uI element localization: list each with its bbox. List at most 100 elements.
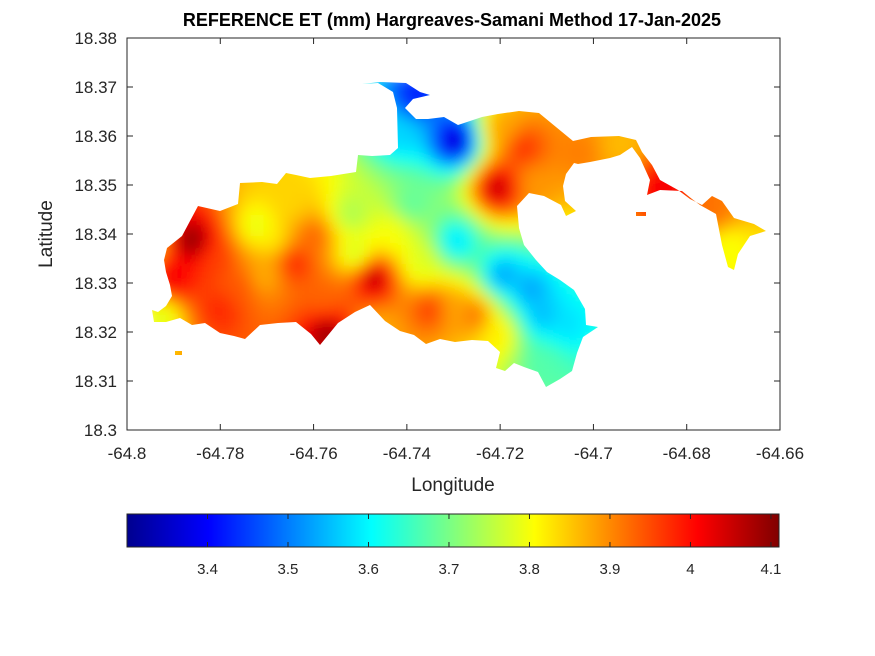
y-tick-label: 18.31 <box>74 372 117 391</box>
field-cell <box>201 292 209 300</box>
y-tick-label: 18.36 <box>74 127 117 146</box>
field-cell <box>285 243 293 251</box>
field-cell <box>474 159 482 167</box>
field-cell <box>551 362 559 370</box>
field-cell <box>369 264 377 272</box>
field-cell <box>376 236 384 244</box>
field-cell <box>306 327 314 335</box>
field-cell <box>278 299 286 307</box>
field-cell <box>306 285 314 293</box>
field-cell <box>362 159 370 167</box>
field-cell <box>229 236 237 244</box>
field-cell <box>516 194 524 202</box>
field-cell <box>194 257 202 265</box>
field-cell <box>439 285 447 293</box>
field-cell <box>488 131 496 139</box>
field-cell <box>278 201 286 209</box>
field-cell <box>222 299 230 307</box>
field-cell <box>187 278 195 286</box>
field-cell <box>320 201 328 209</box>
field-cell <box>432 166 440 174</box>
field-cell <box>544 124 552 132</box>
field-cell <box>383 194 391 202</box>
field-cell <box>327 327 335 335</box>
field-cell <box>264 222 272 230</box>
field-cell <box>397 250 405 258</box>
field-cell <box>348 173 356 181</box>
field-cell <box>215 306 223 314</box>
field-cell <box>712 194 720 202</box>
field-cell <box>544 320 552 328</box>
field-cell <box>432 278 440 286</box>
field-cell <box>586 152 594 160</box>
field-cell <box>334 278 342 286</box>
field-cell <box>425 278 433 286</box>
field-cell <box>355 194 363 202</box>
field-cell <box>299 187 307 195</box>
field-cell <box>502 341 510 349</box>
field-cell <box>271 215 279 223</box>
field-cell <box>383 82 391 90</box>
field-cell <box>516 117 524 125</box>
field-cell <box>369 180 377 188</box>
field-cell <box>467 201 475 209</box>
field-cell <box>565 159 573 167</box>
field-cell <box>404 124 412 132</box>
field-cell <box>432 194 440 202</box>
field-cell <box>243 278 251 286</box>
field-cell <box>355 299 363 307</box>
field-cell <box>299 292 307 300</box>
field-cell <box>439 257 447 265</box>
field-cell <box>341 264 349 272</box>
field-cell <box>481 208 489 216</box>
field-cell <box>222 257 230 265</box>
field-cell <box>243 306 251 314</box>
field-cell <box>488 236 496 244</box>
field-cell <box>390 215 398 223</box>
field-cell <box>397 131 405 139</box>
field-cell <box>474 208 482 216</box>
field-cell <box>299 180 307 188</box>
field-cell <box>341 278 349 286</box>
field-cell <box>194 320 202 328</box>
field-cell <box>355 243 363 251</box>
field-cell <box>285 292 293 300</box>
field-cell <box>467 138 475 146</box>
field-cell <box>530 138 538 146</box>
field-cell <box>516 355 524 363</box>
field-cell <box>537 271 545 279</box>
field-cell <box>334 299 342 307</box>
field-cell <box>439 180 447 188</box>
field-cell <box>642 166 650 174</box>
field-cell <box>453 264 461 272</box>
field-cell <box>404 145 412 153</box>
field-cell <box>509 229 517 237</box>
field-cell <box>425 334 433 342</box>
field-cell <box>649 180 657 188</box>
field-cell <box>271 299 279 307</box>
field-cell <box>481 215 489 223</box>
field-cell <box>334 229 342 237</box>
field-cell <box>446 236 454 244</box>
field-cell <box>537 117 545 125</box>
field-cell <box>460 257 468 265</box>
field-cell <box>320 285 328 293</box>
field-cell <box>397 145 405 153</box>
field-cell <box>453 243 461 251</box>
field-cell <box>481 201 489 209</box>
field-cell <box>544 187 552 195</box>
field-cell <box>565 285 573 293</box>
field-cell <box>607 152 615 160</box>
field-cell <box>348 243 356 251</box>
field-cell <box>628 138 636 146</box>
field-cell <box>257 243 265 251</box>
field-cell <box>236 201 244 209</box>
field-cell <box>432 131 440 139</box>
field-cell <box>558 285 566 293</box>
field-cell <box>474 131 482 139</box>
field-cell <box>271 313 279 321</box>
field-cell <box>572 327 580 335</box>
field-cell <box>278 208 286 216</box>
field-cell <box>278 264 286 272</box>
field-cell <box>257 180 265 188</box>
